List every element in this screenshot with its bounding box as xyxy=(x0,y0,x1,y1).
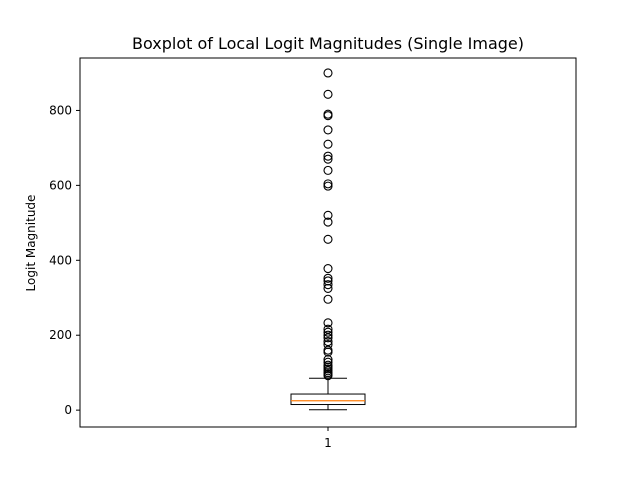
outlier-point xyxy=(323,139,333,149)
y-tick-label: 200 xyxy=(49,328,72,342)
plot-area: 0 200 400 600 800 1 xyxy=(49,68,366,450)
iqr-box xyxy=(290,393,366,406)
outlier-point xyxy=(323,151,333,161)
outlier-point xyxy=(323,324,333,334)
outlier-point xyxy=(323,234,333,244)
y-tick-label: 0 xyxy=(64,403,72,417)
y-tick-label: 600 xyxy=(49,178,72,192)
outlier-point xyxy=(323,68,333,78)
outlier-point xyxy=(323,337,333,347)
outlier-point xyxy=(323,318,333,328)
outlier-point xyxy=(323,280,333,290)
outlier-point xyxy=(323,333,333,343)
outlier-point xyxy=(323,330,333,340)
outlier-point xyxy=(323,210,333,220)
outlier-point xyxy=(323,347,333,357)
plot-frame xyxy=(79,57,577,428)
outlier-point xyxy=(323,217,333,227)
outlier-point xyxy=(323,165,333,175)
outlier-point xyxy=(323,283,333,293)
outlier-point xyxy=(323,179,333,189)
outlier-point xyxy=(323,371,333,381)
outlier-point xyxy=(323,125,333,135)
outlier-point xyxy=(323,273,333,283)
outlier-point xyxy=(323,181,333,191)
outlier-point xyxy=(323,89,333,99)
y-tick-label: 400 xyxy=(49,253,72,267)
outlier-point xyxy=(323,294,333,304)
outlier-point xyxy=(323,357,333,367)
outlier-point xyxy=(323,327,333,337)
outlier-point xyxy=(323,111,333,121)
outlier-point xyxy=(323,263,333,274)
y-tick-label: 800 xyxy=(49,103,72,117)
outlier-point xyxy=(323,345,333,355)
y-axis-label: Logit Magnitude xyxy=(24,195,38,292)
outlier-point xyxy=(323,154,333,164)
x-tick-label: 1 xyxy=(324,436,332,450)
chart-title: Boxplot of Local Logit Magnitudes (Singl… xyxy=(132,34,524,53)
